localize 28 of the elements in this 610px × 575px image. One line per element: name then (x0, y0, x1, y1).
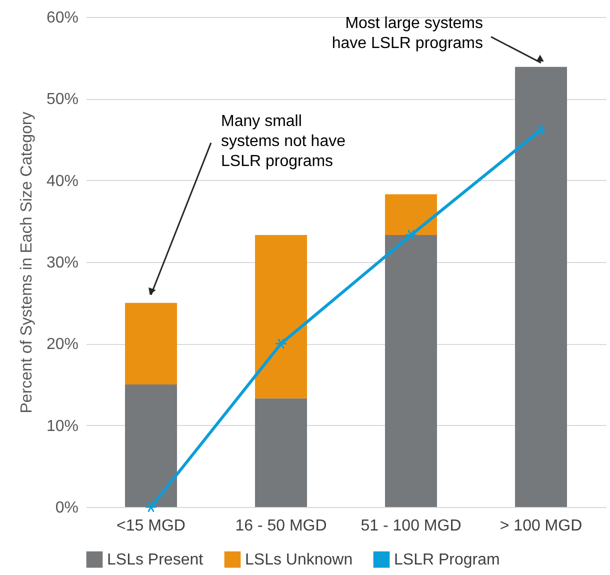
y-tick-label: 60% (46, 10, 78, 26)
point (144, 501, 158, 513)
point (404, 230, 418, 241)
annotation: Most large systems have LSLR programs (332, 14, 483, 52)
x-tick-label: <15 MGD (116, 518, 186, 534)
bar (125, 302, 177, 384)
legend-label: LSLs Present (107, 552, 204, 569)
x-tick-label: 51 - 100 MGD (360, 518, 462, 534)
y-tick-label: 30% (46, 254, 78, 272)
y-tick-label: 10% (46, 418, 78, 435)
bar (255, 398, 307, 507)
y-tick-label: 0% (55, 500, 78, 516)
x-tick-label: > 100 MGD (500, 518, 582, 534)
y-tick-label: 20% (46, 336, 78, 354)
legend-label: LSLs Unknown (245, 552, 353, 569)
y-tick-label: 40% (46, 172, 78, 190)
point (534, 124, 548, 136)
point (274, 338, 288, 350)
bar (385, 235, 437, 507)
legend-label: LSLR Program (394, 552, 500, 569)
y-axis-title: Percent of Systems in Each Size Category (18, 112, 36, 414)
bar (125, 384, 177, 507)
bar (255, 235, 307, 398)
y-tick-label: 50% (46, 91, 78, 108)
bar (385, 194, 437, 236)
x-tick-label: 16 - 50 MGD (235, 518, 327, 534)
annotation: Many small systems not have LSLR programs (221, 112, 346, 170)
bar (515, 66, 567, 507)
